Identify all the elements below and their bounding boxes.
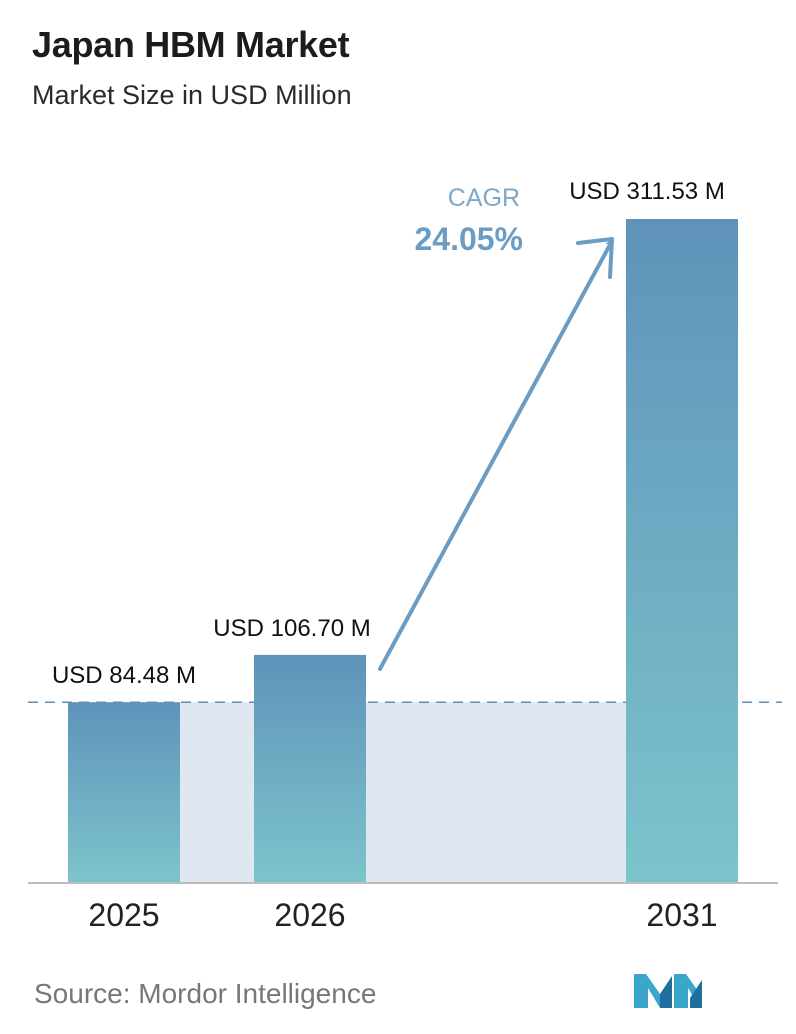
x-tick-label-2031: 2031 [646,897,717,933]
cagr-label: CAGR [448,184,520,212]
x-tick-label-2025: 2025 [88,897,159,933]
chart-title: Japan HBM Market [32,24,350,65]
cagr-arrow [378,239,614,671]
value-label-2025: USD 84.48 M [52,662,196,689]
cagr-arrow-head [576,237,614,279]
labels-layer: 2025 2026 2031 USD 84.48 M USD 106.70 M USD 3… [52,178,725,933]
bars-layer [68,219,738,882]
cagr-value: 24.05% [414,221,523,257]
bar-2026 [254,654,366,882]
x-tick-label-2026: 2026 [274,897,345,933]
bar-2025 [68,702,180,882]
mordor-intelligence-logo [634,974,702,1008]
value-label-2031: USD 311.53 M [569,178,725,205]
source-note: Source: Mordor Intelligence [34,978,377,1009]
chart-subtitle: Market Size in USD Million [32,80,352,110]
bar-2031 [626,219,738,882]
cagr-arrow-layer [378,237,614,671]
value-label-2026: USD 106.70 M [213,615,370,642]
